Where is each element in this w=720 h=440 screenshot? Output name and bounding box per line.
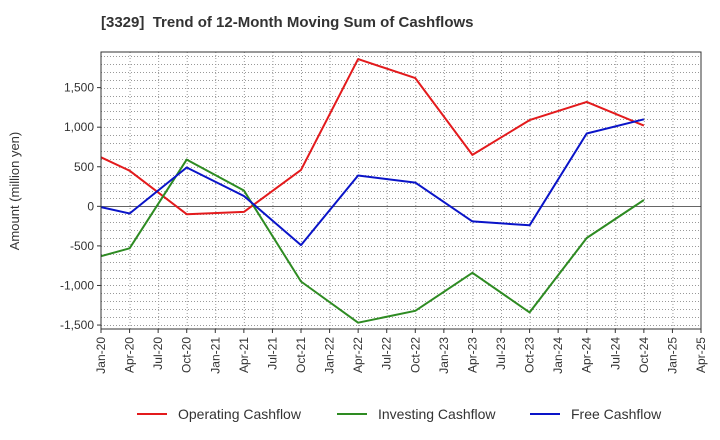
- x-tick-label: Oct-20: [180, 337, 194, 373]
- y-tick-label: -500: [70, 239, 94, 253]
- y-tick-label: 500: [74, 160, 94, 174]
- y-tick-label: 0: [87, 199, 94, 213]
- x-tick-label: Jul-21: [265, 337, 279, 370]
- x-tick-label: Oct-24: [637, 337, 651, 373]
- x-tick-label: Jul-22: [380, 337, 394, 370]
- y-axis-ticks: -1,500 -1,000 -500 0 500 1,000 1,500: [60, 81, 101, 332]
- x-tick-label: Apr-24: [580, 337, 594, 373]
- x-tick-label: Oct-22: [408, 337, 422, 373]
- x-tick-label: Jul-24: [608, 337, 622, 370]
- series-line-3: [100, 118, 645, 247]
- x-tick-label: Apr-21: [237, 337, 251, 373]
- y-tick-label: -1,500: [60, 318, 94, 332]
- y-tick-label: -1,000: [60, 278, 94, 292]
- x-axis-ticks: Jan-20 Apr-20 Jul-20 Oct-20 Jan-21 Apr-21 Jul-…: [94, 329, 708, 374]
- series-line-2: [100, 158, 645, 324]
- x-tick-label: Jan-25: [665, 337, 679, 374]
- y-tick-label: 1,500: [64, 81, 94, 95]
- x-tick-label: Apr-25: [694, 337, 708, 373]
- x-tick-label: Apr-22: [351, 337, 365, 373]
- grid: [101, 52, 701, 329]
- series-lines: [100, 58, 645, 324]
- legend-label-2: Investing Cashflow: [378, 406, 496, 422]
- plot-area-frame: [100, 51, 702, 330]
- x-tick-label: Jul-20: [151, 337, 165, 370]
- x-tick-label: Oct-23: [523, 337, 537, 373]
- legend-label-3: Free Cashflow: [571, 406, 662, 422]
- x-tick-label: Jan-21: [208, 337, 222, 374]
- legend: Operating Cashflow Investing Cashflow Free…: [137, 406, 662, 422]
- legend-label-1: Operating Cashflow: [178, 406, 302, 422]
- chart-title: [3329] Trend of 12-Month Moving Sum of C…: [101, 14, 474, 31]
- x-tick-label: Oct-21: [294, 337, 308, 373]
- x-tick-label: Jan-22: [323, 337, 337, 374]
- x-tick-label: Jul-23: [494, 337, 508, 370]
- x-tick-label: Jan-23: [437, 337, 451, 374]
- x-tick-label: Jan-20: [94, 337, 108, 374]
- series-line-1: [100, 58, 645, 216]
- x-tick-label: Jan-24: [551, 337, 565, 374]
- x-tick-label: Apr-20: [123, 337, 137, 373]
- x-tick-label: Apr-23: [465, 337, 479, 373]
- y-axis-title: Amount (million yen): [7, 132, 22, 251]
- y-tick-label: 1,000: [64, 120, 94, 134]
